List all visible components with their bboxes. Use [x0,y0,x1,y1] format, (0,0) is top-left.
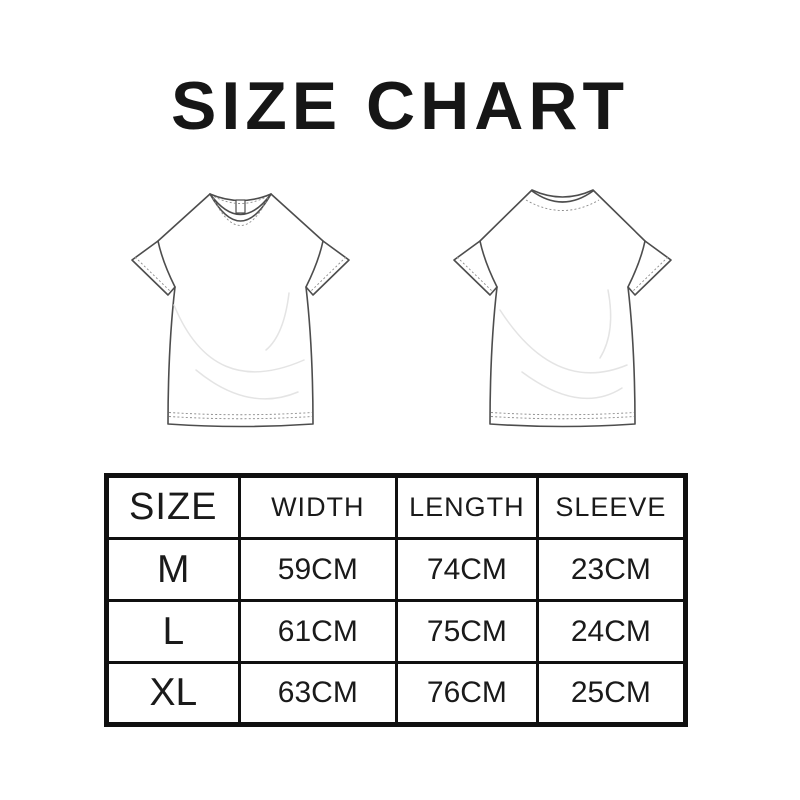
table-row-m: M 59CM 74CM 23CM [105,537,688,602]
hem-stitch-top [168,412,313,416]
collar-back-stitch [213,196,268,204]
tshirt-back-body [453,189,672,428]
right-armhole-seam [627,240,646,288]
header-cell-size: SIZE [105,474,241,540]
table-header-row: SIZE WIDTH LENGTH SLEEVE [105,474,688,540]
fold-line [521,371,623,400]
header-cell-length: LENGTH [395,474,539,540]
cell-m-width: 59CM [237,537,399,602]
header-cell-sleeve: SLEEVE [535,474,688,540]
left-armhole-seam [157,240,176,288]
header-cell-width: WIDTH [237,474,399,540]
tshirt-front-body [131,193,350,428]
fold-line [265,292,290,351]
cell-l-length: 75CM [395,599,539,664]
page-title: SIZE CHART [171,68,629,144]
cell-xl-width: 63CM [237,661,399,726]
hem-stitch-top [490,412,635,416]
cell-m-length: 74CM [395,537,539,602]
collar-stitch [525,199,600,211]
neck-tag [235,199,246,214]
left-armhole-seam [479,240,498,288]
cell-l-sleeve: 24CM [535,599,688,664]
size-table: SIZE WIDTH LENGTH SLEEVE M 59CM 74CM 23C… [104,473,688,727]
cell-l-width: 61CM [237,599,399,664]
table-row-xl: XL 63CM 76CM 25CM [105,661,688,726]
cell-l-size: L [105,599,241,664]
hem-stitch-bottom [168,416,313,420]
hem-stitch-bottom [490,416,635,420]
tshirt-front-illustration [131,193,350,428]
right-armhole-seam [305,240,324,288]
fold-line [195,369,299,400]
fold-line [173,304,305,373]
collar-inner-curve [209,193,272,216]
table-row-l: L 61CM 75CM 24CM [105,599,688,664]
cell-xl-length: 76CM [395,661,539,726]
collar-seam-curve [531,190,594,203]
fold-line [599,289,612,359]
cell-m-size: M [105,537,241,602]
tshirt-back-illustration [453,189,672,428]
cell-m-sleeve: 23CM [535,537,688,602]
cell-xl-sleeve: 25CM [535,661,688,726]
cell-xl-size: XL [105,661,241,726]
fold-line [499,309,628,374]
